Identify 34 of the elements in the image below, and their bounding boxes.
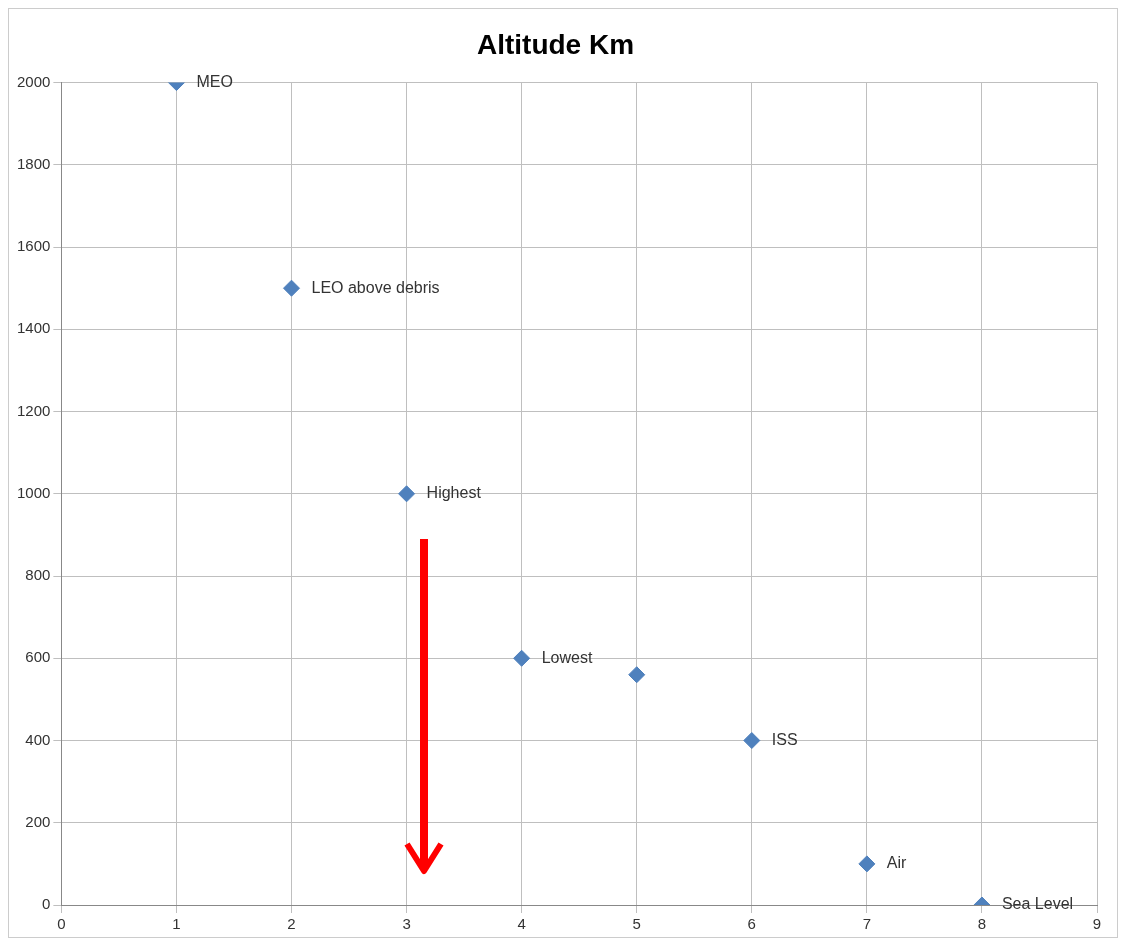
chart-title: Altitude Km	[476, 28, 635, 60]
y-tick-label: 1600	[16, 237, 51, 255]
y-tick-label: 1400	[16, 319, 51, 337]
annotation: LEO above debris	[311, 278, 440, 296]
annotation: Lowest	[541, 648, 593, 666]
x-tick-label: 0	[57, 915, 66, 933]
y-tick-label: 0	[42, 895, 51, 913]
y-tick-label: 2000	[16, 72, 51, 90]
y-tick-label: 200	[25, 812, 51, 830]
x-tick-label: 8	[977, 915, 987, 933]
annotation: Air	[886, 854, 908, 872]
x-tick-label: 2	[287, 915, 296, 933]
point	[513, 649, 531, 667]
x-tick-label: 7	[862, 915, 872, 933]
y-tick-label: 1200	[16, 401, 51, 419]
x-tick-label: 6	[747, 915, 756, 933]
annotation: ISS	[771, 730, 798, 748]
x-tick-label: 3	[402, 915, 411, 933]
y-tick-label: 800	[25, 566, 51, 584]
x-tick-label: 1	[172, 915, 181, 933]
y-tick-label: 600	[25, 648, 51, 666]
point	[858, 855, 876, 873]
point	[628, 666, 646, 684]
y-tick-label: 1000	[16, 483, 51, 501]
x-tick-label: 9	[1092, 915, 1102, 933]
x-tick-label: 5	[632, 915, 641, 933]
point	[398, 485, 416, 503]
annotation: Highest	[426, 484, 482, 502]
y-tick-label: 1800	[16, 154, 51, 172]
x-tick-label: 4	[517, 915, 526, 933]
annotation: MEO	[196, 73, 233, 91]
y-tick-label: 400	[25, 730, 51, 748]
point	[283, 279, 301, 297]
point	[743, 732, 761, 750]
